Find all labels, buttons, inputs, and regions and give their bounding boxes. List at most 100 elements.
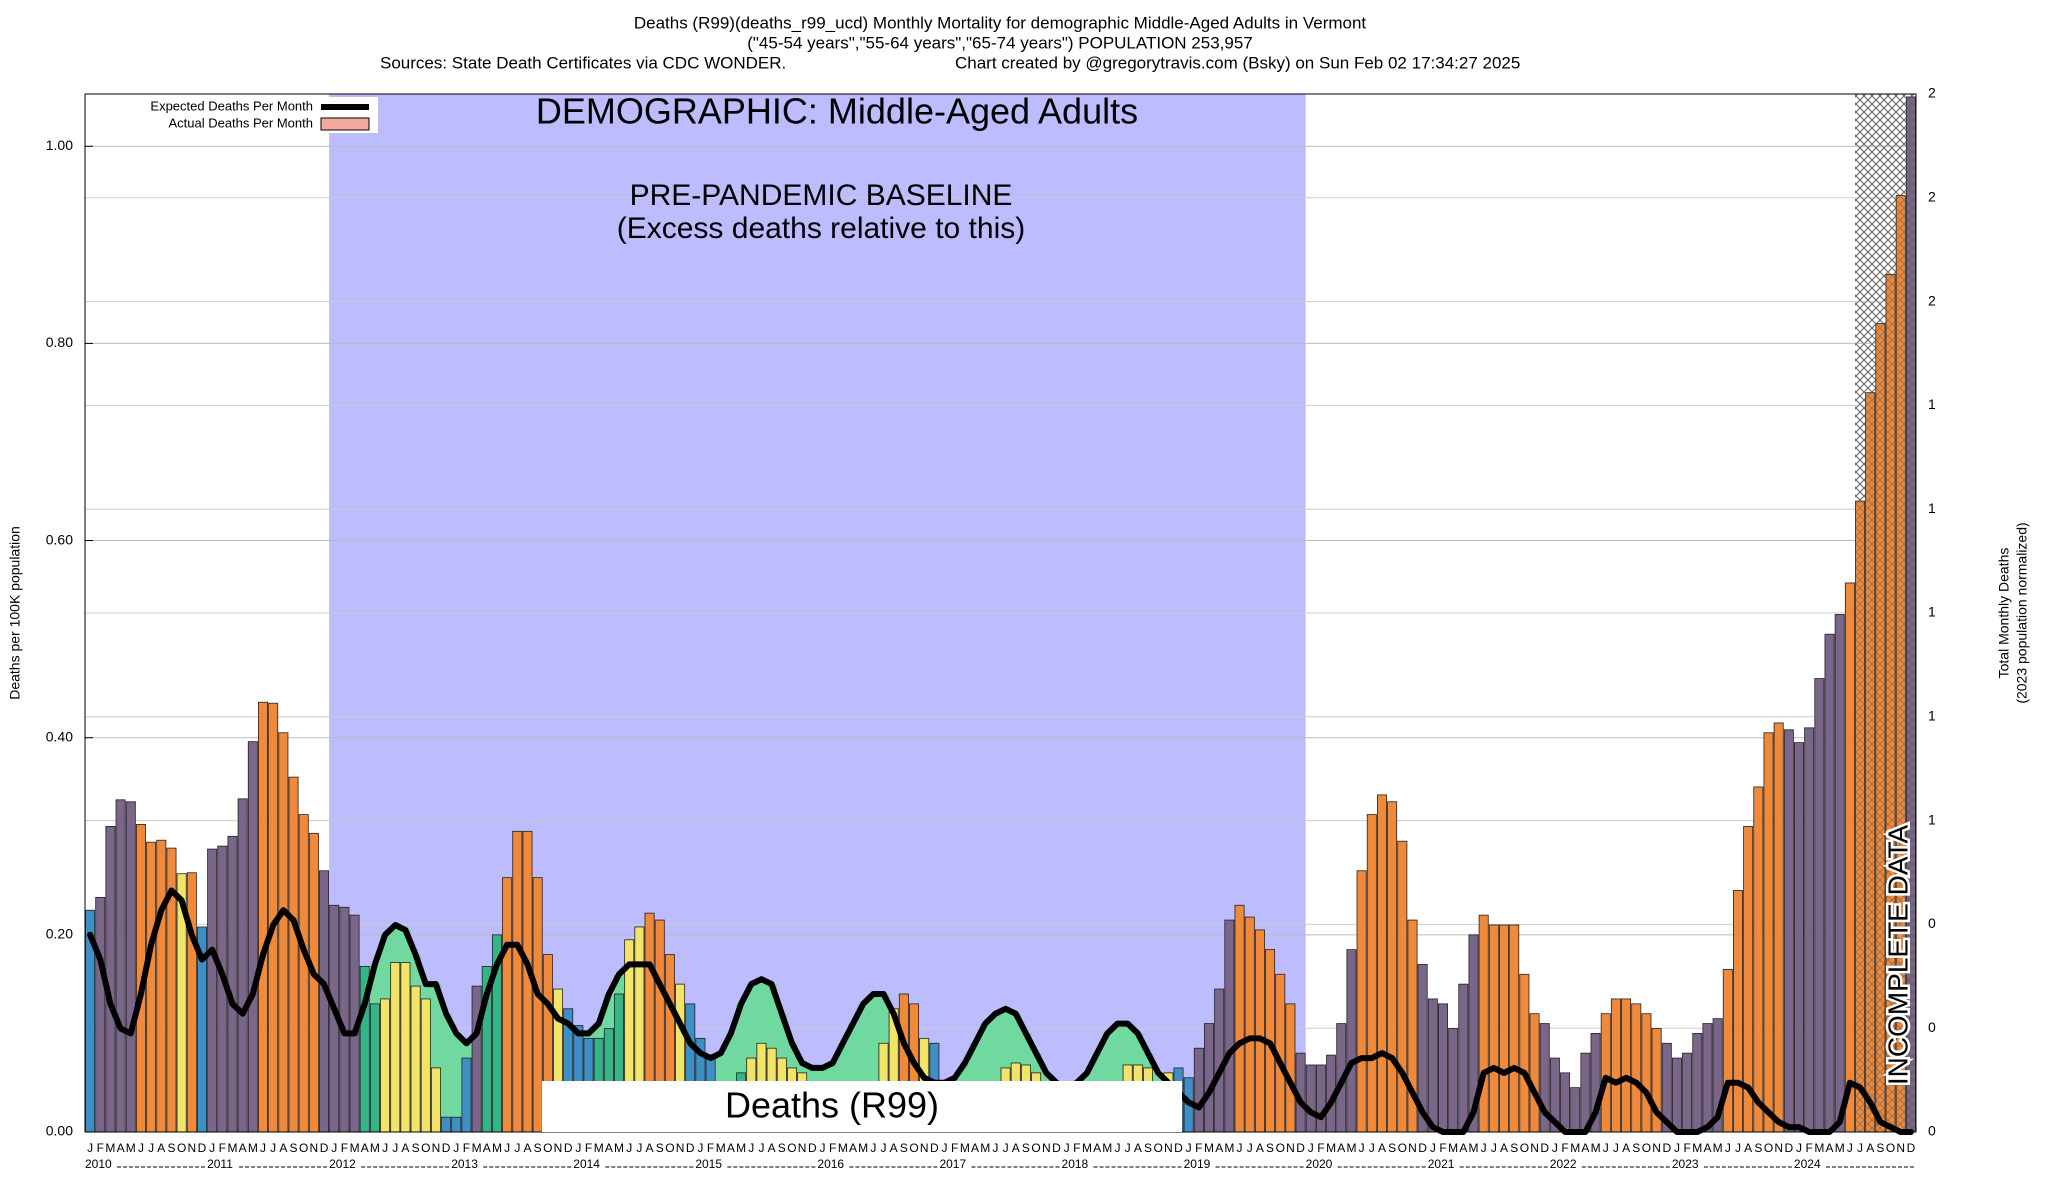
- shortfall-area: [980, 1023, 991, 1098]
- x-tick-label: M: [105, 1141, 115, 1155]
- bar: [1671, 1057, 1682, 1133]
- annotation-incomplete: INCOMPLETE DATA: [1882, 825, 1913, 1086]
- bar: [502, 877, 513, 1133]
- bar: [471, 985, 482, 1133]
- bar: [1682, 1052, 1693, 1133]
- x-tick-label: J: [881, 1141, 887, 1155]
- chart-credit: Chart created by @gregorytravis.com (Bsk…: [955, 53, 1520, 72]
- chart-subtitle: ("45-54 years","55-64 years","65-74 year…: [747, 33, 1253, 52]
- x-tick-label: J: [870, 1141, 876, 1155]
- y2-tick-label: 1: [1928, 396, 1936, 412]
- shortfall-area: [603, 993, 615, 1029]
- shortfall-area: [390, 924, 401, 963]
- bar: [1814, 678, 1825, 1133]
- x-tick-label: N: [1408, 1141, 1417, 1155]
- y-tick-label: 0.00: [46, 1123, 73, 1139]
- x-tick-label: D: [198, 1141, 207, 1155]
- year-label: 2015: [695, 1157, 722, 1171]
- x-tick-label: A: [523, 1141, 531, 1155]
- x-tick-label: M: [1082, 1141, 1092, 1155]
- bar: [278, 732, 289, 1133]
- y2-tick-label: 2: [1928, 85, 1936, 101]
- x-tick-label: M: [248, 1141, 258, 1155]
- shortfall-area: [868, 993, 879, 1083]
- bar: [441, 1116, 452, 1133]
- year-label: 2021: [1428, 1157, 1455, 1171]
- shortfall-area: [1020, 1033, 1032, 1065]
- x-tick-label: S: [778, 1141, 786, 1155]
- x-tick-label: D: [1418, 1141, 1427, 1155]
- x-tick-label: A: [239, 1141, 247, 1155]
- x-tick-label: N: [798, 1141, 807, 1155]
- x-tick-label: F: [463, 1141, 470, 1155]
- x-tick-label: J: [260, 1141, 266, 1155]
- x-tick-label: N: [554, 1141, 563, 1155]
- x-tick-label: F: [341, 1141, 348, 1155]
- bar: [298, 814, 309, 1133]
- x-tick-label: D: [1907, 1141, 1916, 1155]
- shortfall-area: [1102, 1033, 1113, 1093]
- x-tick-label: J: [1308, 1141, 1314, 1155]
- x-tick-label: O: [299, 1141, 308, 1155]
- x-tick-label: F: [1073, 1141, 1080, 1155]
- y-tick-label: 0.40: [46, 728, 73, 744]
- cause-box: [542, 1081, 1182, 1132]
- x-tick-label: D: [808, 1141, 817, 1155]
- bar: [451, 1116, 462, 1133]
- x-tick-label: F: [219, 1141, 226, 1155]
- x-tick-label: M: [594, 1141, 604, 1155]
- x-tick-label: S: [534, 1141, 542, 1155]
- bar: [1834, 614, 1845, 1133]
- x-tick-label: O: [1520, 1141, 1529, 1155]
- x-tick-label: N: [1774, 1141, 1783, 1155]
- bar: [420, 998, 431, 1133]
- bar: [156, 839, 167, 1133]
- x-tick-label: A: [849, 1141, 857, 1155]
- bar: [1794, 742, 1805, 1133]
- x-tick-label: M: [1326, 1141, 1336, 1155]
- x-tick-label: M: [1835, 1141, 1845, 1155]
- x-tick-label: A: [483, 1141, 491, 1155]
- shortfall-area: [420, 984, 432, 999]
- x-tick-label: M: [960, 1141, 970, 1155]
- x-tick-label: J: [1674, 1141, 1680, 1155]
- x-tick-label: A: [1012, 1141, 1020, 1155]
- bar: [1305, 1064, 1316, 1133]
- x-tick-label: M: [1814, 1141, 1824, 1155]
- year-label: 2013: [451, 1157, 478, 1171]
- x-tick-label: M: [980, 1141, 990, 1155]
- bar: [1763, 732, 1774, 1133]
- x-tick-label: M: [1102, 1141, 1112, 1155]
- shortfall-area: [410, 954, 422, 987]
- shortfall-area: [1010, 1013, 1022, 1063]
- bar: [146, 841, 157, 1133]
- shortfall-area: [593, 1023, 605, 1039]
- x-tick-label: M: [492, 1141, 502, 1155]
- shortfall-area: [379, 934, 391, 999]
- x-tick-label: A: [279, 1141, 287, 1155]
- x-tick-label: M: [1448, 1141, 1458, 1155]
- bar: [247, 741, 258, 1133]
- year-label: 2020: [1306, 1157, 1333, 1171]
- x-tick-label: A: [1134, 1141, 1142, 1155]
- bar: [532, 877, 543, 1133]
- x-tick-label: D: [442, 1141, 451, 1155]
- x-tick-label: S: [1510, 1141, 1518, 1155]
- x-tick-label: F: [1683, 1141, 1690, 1155]
- x-tick-label: J: [1430, 1141, 1436, 1155]
- y2-tick-label: 2: [1928, 189, 1936, 205]
- shortfall-area: [441, 1013, 452, 1118]
- expected-line: [87, 887, 1914, 1135]
- x-tick-label: D: [1296, 1141, 1305, 1155]
- x-tick-label: J: [504, 1141, 510, 1155]
- y-tick-label: 0.80: [46, 334, 73, 350]
- shortfall-area: [837, 1043, 849, 1108]
- y-tick-label: 0.60: [46, 531, 73, 547]
- x-tick-label: D: [930, 1141, 939, 1155]
- year-label: 2023: [1672, 1157, 1699, 1171]
- x-tick-label: J: [758, 1141, 764, 1155]
- shortfall-area: [461, 1043, 473, 1059]
- x-tick-label: A: [1378, 1141, 1386, 1155]
- bar: [237, 798, 248, 1133]
- shortfall-area: [1112, 1023, 1124, 1083]
